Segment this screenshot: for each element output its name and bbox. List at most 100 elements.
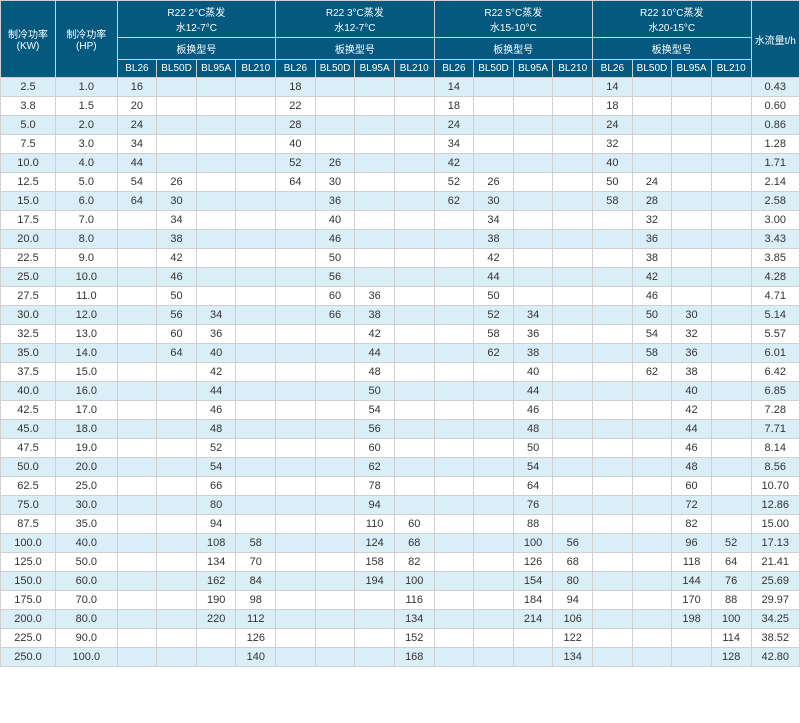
cell: 22.5 — [1, 249, 56, 268]
cell — [315, 401, 355, 420]
cell — [474, 382, 514, 401]
cell — [474, 648, 514, 667]
cell — [157, 420, 197, 439]
cell: 84 — [236, 572, 276, 591]
cell — [355, 97, 395, 116]
cell — [711, 420, 751, 439]
cell — [394, 116, 434, 135]
cell: 162 — [196, 572, 236, 591]
cell — [355, 211, 395, 230]
cell: 68 — [394, 534, 434, 553]
cell: 64 — [157, 344, 197, 363]
cell — [355, 192, 395, 211]
table-row: 125.050.01347015882126681186421.41 — [1, 553, 800, 572]
cell — [394, 306, 434, 325]
cell: 3.0 — [56, 135, 118, 154]
cell — [593, 515, 633, 534]
cell: 78 — [355, 477, 395, 496]
cell: 29.97 — [751, 591, 800, 610]
cell — [117, 230, 157, 249]
cell — [236, 249, 276, 268]
cell: 48 — [355, 363, 395, 382]
cell: 11.0 — [56, 287, 118, 306]
cell — [117, 249, 157, 268]
cell — [276, 458, 316, 477]
cell — [553, 496, 593, 515]
cell: 30 — [157, 192, 197, 211]
cell: 1.71 — [751, 154, 800, 173]
cell — [196, 211, 236, 230]
cell: 62.5 — [1, 477, 56, 496]
cell: 110 — [355, 515, 395, 534]
cell: 62 — [355, 458, 395, 477]
cell: 28 — [632, 192, 672, 211]
cell: 50.0 — [1, 458, 56, 477]
cell — [276, 572, 316, 591]
cell: 34.25 — [751, 610, 800, 629]
cell: 168 — [394, 648, 434, 667]
cell — [434, 515, 474, 534]
cell — [117, 420, 157, 439]
cell — [553, 154, 593, 173]
cell — [157, 515, 197, 534]
cell — [593, 306, 633, 325]
cell: 14 — [434, 78, 474, 97]
cell — [117, 211, 157, 230]
cell — [196, 154, 236, 173]
cell: 7.5 — [1, 135, 56, 154]
cell: 98 — [236, 591, 276, 610]
cell — [276, 648, 316, 667]
cell — [434, 648, 474, 667]
cell — [593, 477, 633, 496]
cell — [632, 439, 672, 458]
cell — [553, 344, 593, 363]
cell: 32 — [593, 135, 633, 154]
cell: 17.13 — [751, 534, 800, 553]
cell — [513, 135, 553, 154]
cell — [117, 572, 157, 591]
col-bl: BL26 — [593, 60, 633, 78]
cell — [593, 610, 633, 629]
cell — [236, 344, 276, 363]
cell: 34 — [196, 306, 236, 325]
cell: 44 — [513, 382, 553, 401]
cell: 48 — [196, 420, 236, 439]
cell: 37.5 — [1, 363, 56, 382]
cell: 42 — [355, 325, 395, 344]
cell: 18 — [276, 78, 316, 97]
cell: 4.71 — [751, 287, 800, 306]
cell — [553, 401, 593, 420]
cell: 46 — [513, 401, 553, 420]
cell — [157, 534, 197, 553]
cell: 250.0 — [1, 648, 56, 667]
cell — [315, 135, 355, 154]
cell — [117, 458, 157, 477]
cell — [553, 420, 593, 439]
cell — [236, 325, 276, 344]
group-0-model: 板换型号 — [117, 38, 275, 60]
cell: 44 — [672, 420, 712, 439]
cell — [196, 97, 236, 116]
cell — [276, 192, 316, 211]
cell: 124 — [355, 534, 395, 553]
cell — [672, 154, 712, 173]
table-row: 20.08.0384638363.43 — [1, 230, 800, 249]
cell — [236, 173, 276, 192]
cell — [157, 610, 197, 629]
cell — [513, 211, 553, 230]
cell — [315, 496, 355, 515]
cell — [117, 477, 157, 496]
cell — [711, 439, 751, 458]
cell — [236, 268, 276, 287]
cell: 94 — [196, 515, 236, 534]
cell — [117, 439, 157, 458]
cell — [394, 173, 434, 192]
cell — [553, 135, 593, 154]
cell: 100 — [711, 610, 751, 629]
cell: 1.0 — [56, 78, 118, 97]
cell: 94 — [553, 591, 593, 610]
cell — [117, 382, 157, 401]
cell: 12.86 — [751, 496, 800, 515]
cell: 24 — [593, 116, 633, 135]
cell — [711, 154, 751, 173]
